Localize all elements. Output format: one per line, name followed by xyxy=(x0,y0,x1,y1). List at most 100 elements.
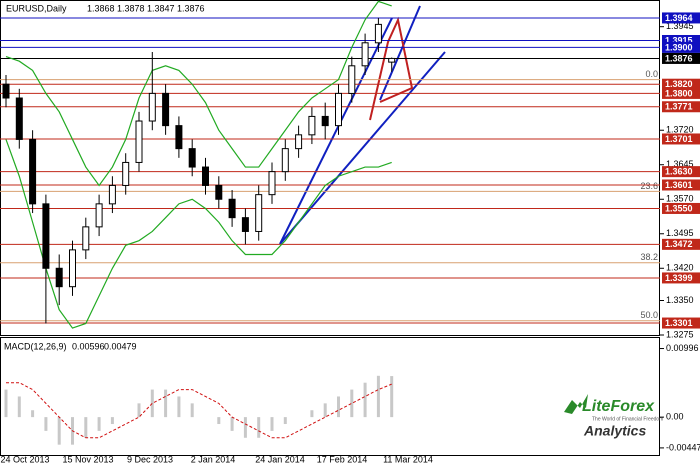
y-tick-label: 1.3350 xyxy=(666,295,694,305)
level-box xyxy=(662,101,700,113)
candle-body xyxy=(281,148,289,173)
level-label: 1.3800 xyxy=(665,88,693,98)
candle-body xyxy=(148,92,156,122)
level-label: 1.3876 xyxy=(665,53,693,63)
level-box xyxy=(662,272,700,284)
candle-body xyxy=(2,83,10,99)
fib-label: 0.0 xyxy=(645,69,658,79)
x-tick-label: 15 Nov 2013 xyxy=(62,454,113,464)
x-tick-label: 24 Oct 2013 xyxy=(0,454,49,464)
macd-bar xyxy=(150,389,154,418)
level-box xyxy=(662,78,700,90)
price-panel xyxy=(0,0,660,336)
candle-body xyxy=(202,166,209,186)
candle-body xyxy=(255,194,263,232)
macd-bar xyxy=(243,417,247,438)
fib-label: 50.0 xyxy=(640,310,658,320)
x-tick-label: 9 Dec 2013 xyxy=(127,454,173,464)
candle-body xyxy=(335,92,342,127)
macd-title: MACD(12,26,9) xyxy=(4,341,67,351)
level-label: 1.3472 xyxy=(665,239,693,249)
macd-bar xyxy=(164,389,168,418)
level-label: 1.3701 xyxy=(665,134,693,144)
macd-bar xyxy=(84,417,88,438)
y-tick-label: 1.3420 xyxy=(666,263,694,273)
candle-body xyxy=(162,92,170,127)
fib-label: 38.2 xyxy=(640,252,658,262)
macd-bar xyxy=(4,389,8,418)
level-box xyxy=(662,166,700,178)
logo-icon xyxy=(564,394,588,414)
level-label: 1.3399 xyxy=(665,273,693,283)
logo-tagline: The World of Financial Freedom xyxy=(592,416,663,422)
candle-body xyxy=(108,184,116,205)
close: 1.3876 xyxy=(177,3,205,13)
level-box xyxy=(662,202,700,214)
level-label: 1.3964 xyxy=(665,13,693,23)
candle-body xyxy=(241,217,249,232)
channel-upper xyxy=(279,17,393,245)
logo-product: Analytics xyxy=(583,423,646,439)
band-line xyxy=(5,0,392,187)
x-tick-label: 24 Jan 2014 xyxy=(255,454,305,464)
logo-brand: LiteForex xyxy=(582,398,655,415)
level-box xyxy=(662,52,700,64)
candle-body xyxy=(321,115,329,127)
y-tick-label: 1.3275 xyxy=(666,329,694,339)
level-box xyxy=(662,317,700,329)
x-tick-label: 17 Feb 2014 xyxy=(317,454,368,464)
y-tick-label: 1.3570 xyxy=(666,194,694,204)
y-tick-label: 1.3945 xyxy=(666,21,694,31)
level-box xyxy=(662,87,700,99)
macd-bar xyxy=(17,396,21,418)
band-line xyxy=(5,139,392,329)
macd-bar xyxy=(270,417,274,431)
level-box xyxy=(662,12,700,24)
candle-body xyxy=(308,115,316,136)
logo: LiteForex The World of Financial Freedom… xyxy=(564,394,663,439)
level-box xyxy=(662,133,700,145)
candle-body xyxy=(268,171,276,196)
level-box xyxy=(662,238,700,250)
level-label: 1.3900 xyxy=(665,42,693,52)
candle-body xyxy=(29,138,37,205)
fib-label: 23.6 xyxy=(640,181,658,191)
macd-bar xyxy=(44,417,48,431)
level-box xyxy=(662,34,700,46)
candle-body xyxy=(95,203,103,228)
y-tick-label: 1.3645 xyxy=(666,159,694,169)
macd-bar xyxy=(257,417,261,438)
macd-bar xyxy=(310,410,314,418)
symbol: EURUSD,Daily xyxy=(6,3,67,13)
candle-body xyxy=(42,203,50,269)
candle-body xyxy=(188,148,196,168)
signal-line xyxy=(6,382,392,439)
level-label: 1.3820 xyxy=(665,79,693,89)
macd-bar xyxy=(376,375,380,418)
y-tick-label: 1.3495 xyxy=(666,228,694,238)
open: 1.3868 xyxy=(87,3,115,13)
level-label: 1.3550 xyxy=(665,203,693,213)
candle-body xyxy=(361,42,369,67)
level-label: 1.3630 xyxy=(665,167,693,177)
level-label: 1.3915 xyxy=(665,35,693,45)
candle-body xyxy=(374,23,382,44)
macd-bar xyxy=(363,382,367,418)
macd-bar xyxy=(217,417,221,425)
macd-bar xyxy=(230,417,234,431)
low: 1.3847 xyxy=(147,3,175,13)
macd-bar xyxy=(323,403,327,418)
candle-body xyxy=(55,267,63,288)
signal-value: 0.00479 xyxy=(104,341,137,351)
macd-value: 0.00596 xyxy=(72,341,105,351)
candle-body xyxy=(295,134,303,150)
macd-bar xyxy=(283,417,287,425)
x-tick-label: 2 Jan 2014 xyxy=(191,454,236,464)
macd-tick-label: 0.00 xyxy=(666,412,684,422)
candle-body xyxy=(348,65,356,94)
candle-body xyxy=(228,198,236,219)
macd-tick-label: -0.00447 xyxy=(666,442,700,452)
macd-tick-label: 0.00996 xyxy=(666,343,699,353)
level-label: 1.3301 xyxy=(665,318,693,328)
level-box xyxy=(662,179,700,191)
